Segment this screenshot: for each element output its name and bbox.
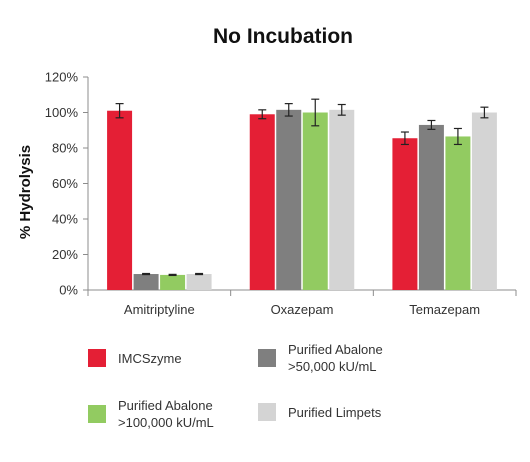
x-tick-label: Amitriptyline — [124, 302, 195, 317]
error-bars — [115, 98, 489, 277]
y-tick-label: 100% — [45, 105, 79, 120]
y-tick-label: 20% — [52, 247, 78, 262]
bar — [418, 124, 444, 290]
bar — [276, 109, 302, 291]
y-tick-label: 0% — [59, 283, 78, 298]
bar — [329, 109, 355, 291]
bar — [392, 138, 418, 290]
bar — [160, 274, 186, 290]
bar — [302, 112, 328, 290]
x-tick-label: Temazepam — [409, 302, 480, 317]
y-tick-label: 60% — [52, 176, 78, 191]
y-tick-label: 80% — [52, 141, 78, 156]
bar — [133, 274, 159, 290]
y-axis-label: % Hydrolysis — [17, 145, 34, 239]
bar — [471, 112, 497, 290]
axes — [83, 76, 517, 296]
x-tick-label: Oxazepam — [271, 302, 334, 317]
tick-labels: 0% 20% 40% 60% 80% 100% 120% Amitriptyline Oxaze… — [45, 70, 480, 318]
bar — [186, 274, 212, 290]
bars — [107, 109, 497, 291]
y-tick-label: 40% — [52, 212, 78, 227]
bar — [249, 114, 275, 291]
bar — [107, 110, 133, 290]
y-tick-label: 120% — [45, 70, 79, 85]
chart-title: No Incubation — [213, 25, 353, 48]
bar — [445, 136, 471, 290]
